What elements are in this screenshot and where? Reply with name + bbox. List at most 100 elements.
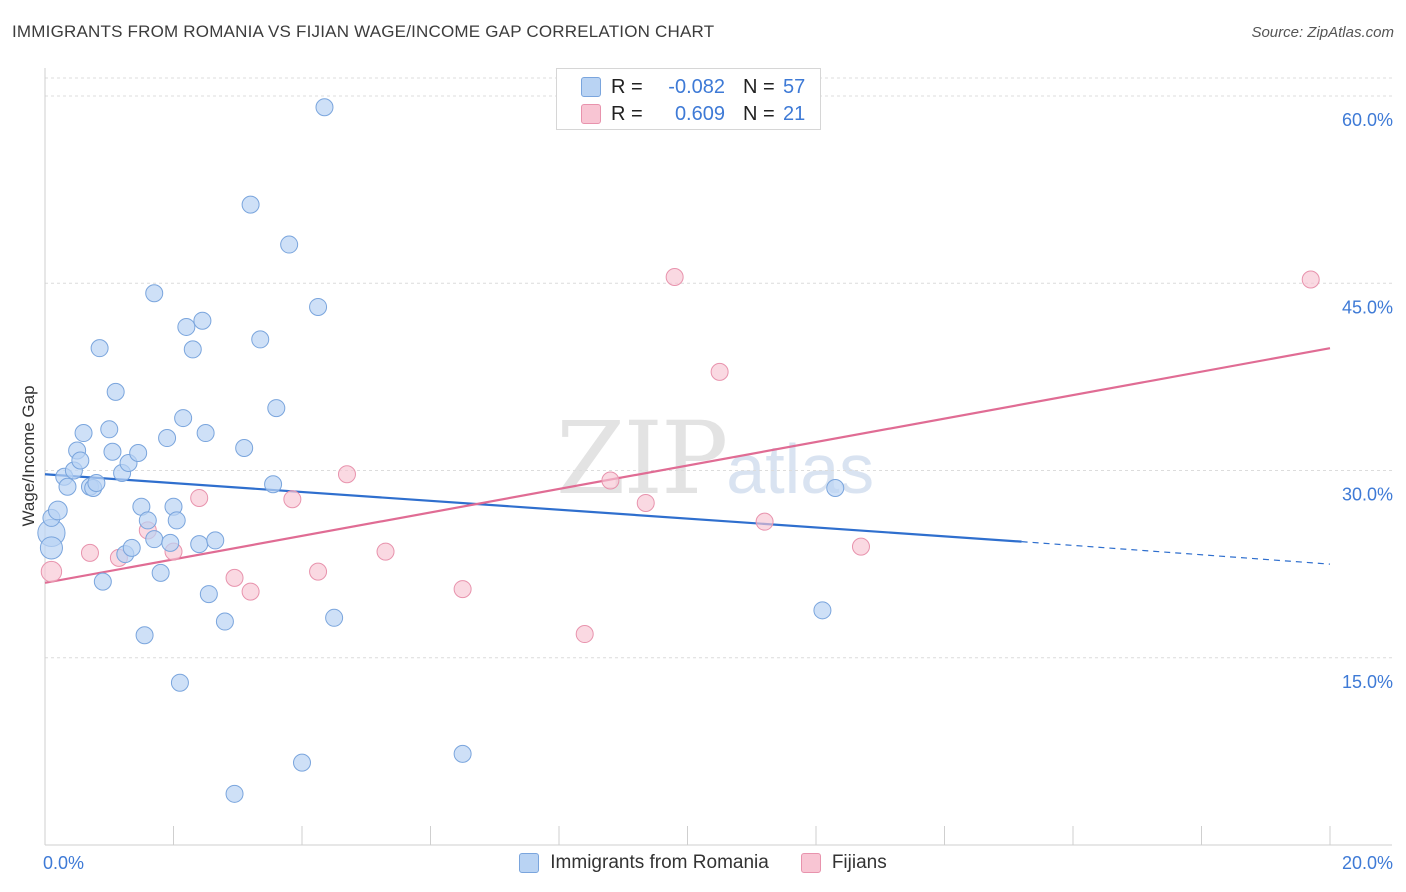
romania-point [813, 601, 832, 620]
legend-r-label: R = [611, 102, 643, 125]
legend-r-value: -0.082 [668, 75, 725, 98]
romania-point [174, 409, 193, 428]
romania-point [215, 612, 234, 631]
romania-point [251, 330, 270, 349]
trend-line-romania-extrapolated [1021, 541, 1331, 565]
fijians-point [710, 362, 729, 381]
fijians-point [453, 580, 472, 599]
romania-point [129, 444, 148, 463]
fijians-point [755, 512, 774, 531]
fijians-point [40, 560, 63, 583]
romania-point [145, 284, 164, 303]
romania-point [103, 442, 122, 461]
fijians-point [575, 625, 594, 644]
series-label-romania: Immigrants from Romania [550, 852, 769, 873]
fijians-point [225, 568, 244, 587]
romania-point [167, 511, 186, 530]
romania-point [135, 626, 154, 645]
data-points [37, 98, 1320, 803]
series-legend-item-romania[interactable]: Immigrants from Romania [519, 852, 769, 874]
y-tick-label: 45.0% [1342, 297, 1393, 317]
series-swatch-fijians [800, 853, 821, 873]
source-label: Source: ZipAtlas.com [1251, 24, 1394, 41]
fijians-point [665, 268, 684, 287]
axis-labels: 15.0% 30.0% 45.0% 60.0% 0.0% 20.0% Wage/Income… [19, 110, 1393, 873]
romania-point [93, 572, 112, 591]
romania-point [196, 424, 215, 443]
romania-point [453, 744, 472, 763]
romania-point [235, 439, 254, 458]
fijians-point [636, 493, 655, 512]
romania-point [264, 475, 283, 494]
romania-point [183, 340, 202, 359]
romania-point [826, 478, 845, 497]
correlation-legend: R = -0.082 N = 57 R = 0.609 N = 21 [556, 68, 821, 130]
romania-point [90, 339, 109, 358]
romania-point [122, 538, 141, 557]
fijians-point [376, 542, 395, 561]
romania-point [315, 98, 334, 117]
x-tick-label: 0.0% [43, 853, 84, 873]
axes [44, 68, 1392, 846]
romania-point [100, 420, 119, 439]
legend-r-value: 0.609 [674, 102, 725, 125]
fijians-point [851, 537, 870, 556]
series-legend: Immigrants from Romania Fijians [0, 852, 1406, 874]
legend-n-value: 57 [783, 75, 806, 98]
romania-point [170, 673, 189, 692]
romania-point [309, 297, 328, 316]
x-tick-label: 20.0% [1342, 853, 1393, 873]
romania-point [267, 399, 286, 418]
series-label-fijians: Fijians [831, 852, 887, 873]
romania-point [206, 531, 225, 550]
fijians-point [241, 582, 260, 601]
chart-title: IMMIGRANTS FROM ROMANIA VS FIJIAN WAGE/I… [12, 22, 715, 41]
legend-swatch-fijians [581, 104, 601, 124]
legend-r-label: R = [611, 75, 643, 98]
romania-point [241, 195, 260, 214]
romania-point [106, 382, 125, 401]
legend-swatch-romania [581, 77, 601, 97]
romania-point [151, 563, 170, 582]
romania-point [190, 535, 209, 554]
legend-n-value: 21 [783, 102, 806, 125]
romania-point [199, 585, 218, 604]
fijians-point [80, 543, 99, 562]
legend-n-label: N = [743, 75, 775, 98]
romania-point [145, 530, 164, 549]
romania-point [177, 317, 196, 336]
romania-point [161, 533, 180, 552]
y-axis-label: Wage/Income Gap [19, 385, 38, 526]
fijians-point [601, 471, 620, 490]
romania-point [138, 511, 157, 530]
fijians-point [337, 465, 356, 484]
romania-point [87, 473, 106, 492]
fijians-point [1301, 270, 1320, 289]
romania-point [325, 608, 344, 627]
legend-row-romania: R = -0.082 N = 57 [581, 74, 805, 100]
fijians-point [190, 488, 209, 507]
romania-point [193, 311, 212, 330]
y-tick-label: 15.0% [1342, 672, 1393, 692]
series-legend-item-fijians[interactable]: Fijians [800, 852, 887, 874]
y-tick-label: 30.0% [1342, 485, 1393, 505]
romania-point [280, 235, 299, 254]
trend-lines [44, 347, 1331, 584]
romania-point [158, 429, 177, 448]
romania-point [58, 477, 77, 496]
fijians-point [283, 490, 302, 509]
romania-point [293, 753, 311, 772]
romania-point [71, 451, 90, 470]
fijians-point [309, 562, 328, 581]
legend-row-fijians: R = 0.609 N = 21 [581, 101, 805, 127]
trend-line-romania [44, 473, 1022, 543]
romania-point [48, 500, 68, 521]
romania-point [225, 784, 244, 803]
legend-n-label: N = [743, 102, 775, 125]
romania-point [74, 424, 93, 443]
romania-point [39, 536, 63, 560]
y-tick-label: 60.0% [1342, 110, 1393, 130]
series-swatch-romania [519, 853, 540, 873]
trend-line-fijians [44, 347, 1331, 584]
